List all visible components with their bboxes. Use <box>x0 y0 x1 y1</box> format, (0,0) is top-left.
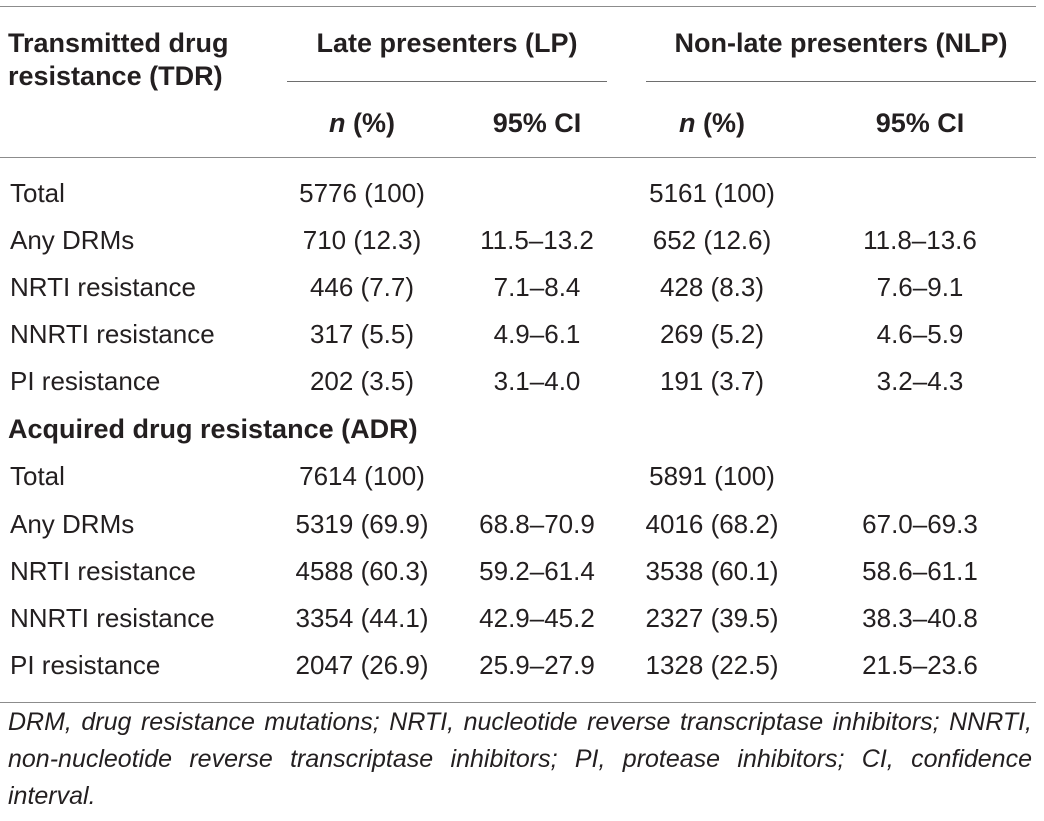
percent-suffix: (%) <box>345 108 395 138</box>
lp-ci-value: 4.9–6.1 <box>493 319 581 349</box>
nlp-ci-header: 95% CI <box>875 108 965 138</box>
nlp-n-value: 428 (8.3) <box>659 272 765 302</box>
lp-n-header: n (%) <box>262 107 462 140</box>
nlp-n-value: 5161 (100) <box>649 178 775 208</box>
nlp-n-value: 1328 (22.5) <box>645 650 779 680</box>
tdr-heading-line2: resistance (TDR) <box>8 61 223 91</box>
lp-n-value: 2047 (26.9) <box>295 650 429 680</box>
nlp-ci-value: 38.3–40.8 <box>862 603 978 633</box>
n-symbol: n <box>329 108 346 138</box>
nlp-ci-value: 21.5–23.6 <box>862 650 978 680</box>
percent-suffix: (%) <box>695 108 745 138</box>
row-label: Total <box>10 178 65 208</box>
lp-n-value: 7614 (100) <box>299 461 425 491</box>
table-bottom-rule <box>0 702 1036 703</box>
nlp-ci-value: 4.6–5.9 <box>876 319 964 349</box>
nlp-n-value: 4016 (68.2) <box>645 509 779 539</box>
nlp-n-value: 652 (12.6) <box>652 225 772 255</box>
row-label: NRTI resistance <box>10 556 196 586</box>
row-label: NRTI resistance <box>10 272 196 302</box>
nlp-ci-value: 3.2–4.3 <box>876 366 964 396</box>
nlp-n-value: 5891 (100) <box>649 461 775 491</box>
nlp-n-header: n (%) <box>612 107 812 140</box>
lp-ci-value: 59.2–61.4 <box>479 556 595 586</box>
nlp-n-value: 269 (5.2) <box>659 319 765 349</box>
row-label: Any DRMs <box>10 225 135 255</box>
lp-n-value: 4588 (60.3) <box>295 556 429 586</box>
lp-n-value: 3354 (44.1) <box>295 603 429 633</box>
lp-n-value: 5776 (100) <box>299 178 425 208</box>
row-label: NNRTI resistance <box>10 603 215 633</box>
table-footnote: DRM, drug resistance mutations; NRTI, nu… <box>8 708 1032 810</box>
row-label: PI resistance <box>10 650 161 680</box>
nlp-group-underline <box>646 81 1036 82</box>
nlp-ci-value: 11.8–13.6 <box>863 225 977 255</box>
nlp-n-value: 2327 (39.5) <box>645 603 779 633</box>
nlp-n-value: 191 (3.7) <box>659 366 765 396</box>
n-symbol: n <box>679 108 696 138</box>
header-bottom-rule <box>0 157 1036 158</box>
row-label: NNRTI resistance <box>10 319 215 349</box>
tdr-heading: Transmitted drug resistance (TDR) <box>8 27 229 93</box>
lp-ci-value: 3.1–4.0 <box>493 366 581 396</box>
lp-ci-value: 68.8–70.9 <box>479 509 595 539</box>
lp-group-underline <box>287 81 607 82</box>
row-label: PI resistance <box>10 366 161 396</box>
tdr-heading-line1: Transmitted drug <box>8 28 229 58</box>
nlp-ci-value: 58.6–61.1 <box>862 556 978 586</box>
row-label: Total <box>10 461 65 491</box>
nlp-n-value: 3538 (60.1) <box>645 556 779 586</box>
lp-n-value: 710 (12.3) <box>302 225 422 255</box>
lp-ci-header: 95% CI <box>492 108 582 138</box>
lp-group-heading: Late presenters (LP) <box>316 28 578 58</box>
nlp-group-heading: Non-late presenters (NLP) <box>674 28 1008 58</box>
lp-ci-value: 7.1–8.4 <box>493 272 581 302</box>
row-label: Any DRMs <box>10 509 135 539</box>
adr-section-heading: Acquired drug resistance (ADR) <box>8 414 418 444</box>
lp-n-value: 202 (3.5) <box>309 366 415 396</box>
lp-ci-value: 11.5–13.2 <box>480 225 594 255</box>
lp-ci-value: 25.9–27.9 <box>479 650 595 680</box>
table-top-rule <box>0 6 1036 7</box>
nlp-ci-value: 7.6–9.1 <box>876 272 964 302</box>
lp-n-value: 5319 (69.9) <box>295 509 429 539</box>
lp-n-value: 446 (7.7) <box>309 272 415 302</box>
nlp-ci-value: 67.0–69.3 <box>862 509 978 539</box>
lp-n-value: 317 (5.5) <box>309 319 415 349</box>
lp-ci-value: 42.9–45.2 <box>479 603 595 633</box>
